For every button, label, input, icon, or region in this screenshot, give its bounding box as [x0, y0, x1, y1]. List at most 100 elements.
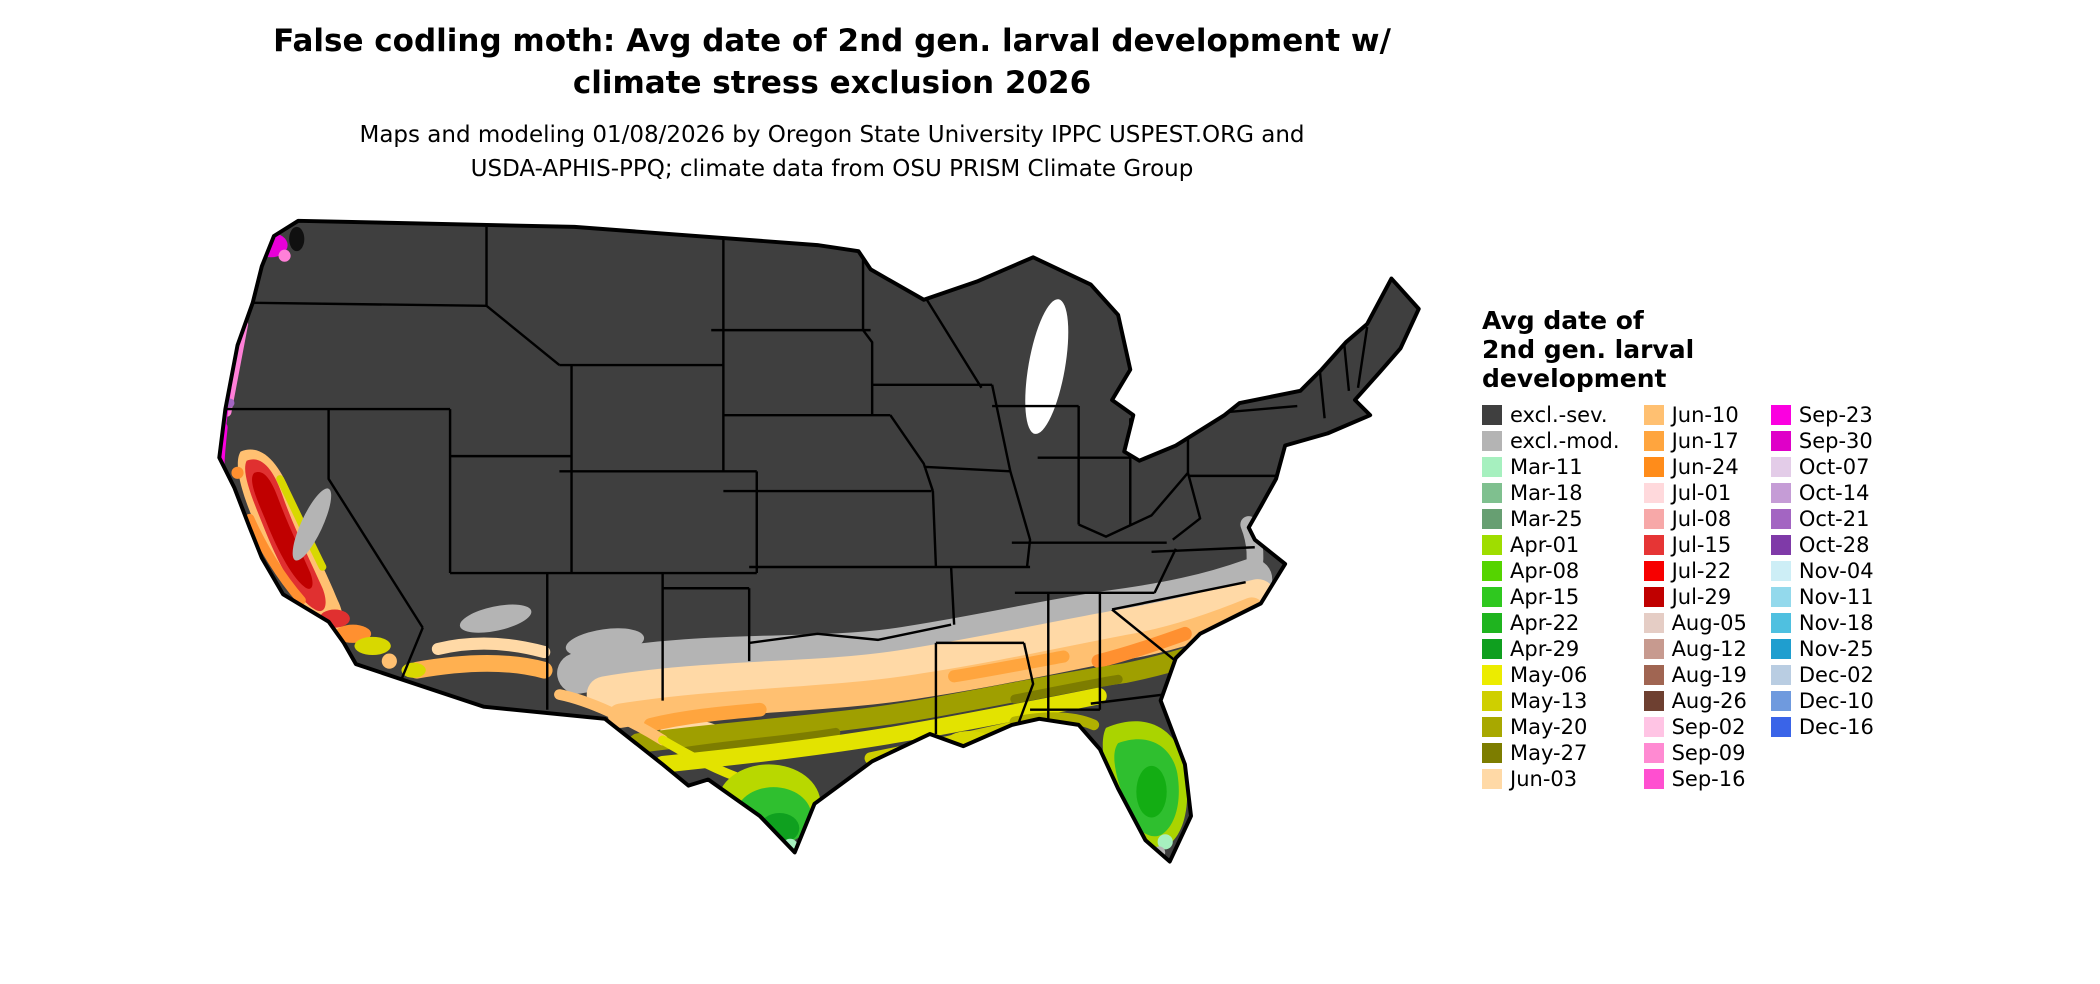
legend-swatch	[1643, 691, 1664, 711]
legend-label: Apr-08	[1510, 559, 1580, 583]
legend-swatch	[1482, 457, 1502, 477]
legend-item: Apr-22	[1482, 610, 1620, 636]
legend-item: May-13	[1482, 688, 1620, 714]
legend-label: Mar-18	[1510, 481, 1583, 505]
legend-title: Avg date of 2nd gen. larval development	[1482, 306, 1695, 393]
legend-item: Oct-28	[1770, 532, 1874, 558]
legend-label: Jun-03	[1510, 767, 1578, 791]
legend-label: Oct-07	[1798, 455, 1870, 479]
legend-item: Mar-11	[1482, 454, 1620, 480]
legend-item: Mar-25	[1482, 506, 1620, 532]
us-outline	[217, 218, 1421, 864]
legend-swatch	[1643, 587, 1664, 607]
legend-label: Nov-04	[1798, 559, 1874, 583]
legend-swatch	[1643, 509, 1664, 529]
legend-swatch	[1482, 509, 1502, 529]
legend-label: Nov-11	[1798, 585, 1874, 609]
state-boundaries	[225, 226, 1369, 734]
legend-item: Jun-03	[1482, 766, 1620, 792]
legend-label: Jul-08	[1671, 507, 1732, 531]
legend-swatch	[1643, 769, 1664, 789]
map-fill-layers	[219, 220, 1419, 862]
legend-label: Jun-10	[1671, 403, 1739, 427]
legend-swatch	[1643, 405, 1664, 425]
legend-item: Sep-16	[1643, 766, 1747, 792]
us-map	[217, 218, 1421, 864]
legend-label: Aug-26	[1671, 689, 1747, 713]
legend-item: Apr-29	[1482, 636, 1620, 662]
legend-item: Aug-05	[1643, 610, 1747, 636]
legend-swatch	[1643, 483, 1664, 503]
legend-item: Dec-16	[1770, 714, 1874, 740]
legend-item: Nov-25	[1770, 636, 1874, 662]
legend-label: Jul-15	[1671, 533, 1732, 557]
legend-item: Sep-23	[1770, 402, 1874, 428]
legend-swatch	[1482, 587, 1502, 607]
legend-swatch	[1770, 639, 1791, 659]
legend-label: Sep-09	[1671, 741, 1746, 765]
legend-swatch	[1770, 457, 1791, 477]
legend-label: May-06	[1510, 663, 1588, 687]
legend-swatch	[1770, 717, 1791, 737]
legend-item: May-06	[1482, 662, 1620, 688]
legend-label: Nov-18	[1798, 611, 1874, 635]
lake-michigan	[1025, 299, 1069, 434]
legend-label: Nov-25	[1798, 637, 1874, 661]
legend-label: excl.-sev.	[1510, 403, 1608, 427]
legend-label: Mar-11	[1510, 455, 1583, 479]
legend-swatch	[1643, 431, 1664, 451]
legend-label: Aug-12	[1671, 637, 1747, 661]
legend-label: Jul-29	[1671, 585, 1732, 609]
legend-swatch	[1482, 665, 1502, 685]
legend-item: May-27	[1482, 740, 1620, 766]
page-title: False codling moth: Avg date of 2nd gen.…	[273, 23, 1391, 101]
legend-item: Apr-15	[1482, 584, 1620, 610]
legend-swatch	[1770, 431, 1791, 451]
legend-label: Dec-10	[1798, 689, 1874, 713]
us-map-container	[195, 198, 1440, 980]
legend-swatch	[1770, 665, 1791, 685]
legend-label: Sep-02	[1671, 715, 1746, 739]
legend-label: Oct-14	[1798, 481, 1870, 505]
legend-swatch	[1770, 691, 1791, 711]
legend-label: Dec-16	[1798, 715, 1874, 739]
legend-column-2: Jun-10 Jun-17 Jun-24 Jul-01 Jul-08	[1643, 402, 1747, 792]
legend-swatch	[1482, 405, 1502, 425]
legend-label: Apr-01	[1510, 533, 1580, 557]
legend-item: Oct-14	[1770, 480, 1874, 506]
legend-label: Aug-19	[1671, 663, 1747, 687]
legend-swatch	[1482, 613, 1502, 633]
legend-swatch	[1643, 743, 1664, 763]
legend-item: Jul-29	[1643, 584, 1747, 610]
legend-swatch	[1482, 691, 1502, 711]
legend-item: Jul-01	[1643, 480, 1747, 506]
legend-item: Dec-02	[1770, 662, 1874, 688]
legend-label: May-20	[1510, 715, 1588, 739]
legend-swatch	[1643, 613, 1664, 633]
legend-item: Oct-07	[1770, 454, 1874, 480]
legend-label: Oct-28	[1798, 533, 1870, 557]
legend-item: Jun-17	[1643, 428, 1747, 454]
legend-item: Nov-11	[1770, 584, 1874, 610]
legend-swatch	[1482, 769, 1502, 789]
legend: excl.-sev. excl.-mod. Mar-11 Mar-18 Mar-…	[1482, 402, 1874, 792]
legend-item: Apr-08	[1482, 558, 1620, 584]
legend-item: excl.-mod.	[1482, 428, 1620, 454]
legend-label: Sep-16	[1671, 767, 1746, 791]
legend-swatch	[1482, 717, 1502, 737]
legend-item: excl.-sev.	[1482, 402, 1620, 428]
legend-label: May-27	[1510, 741, 1588, 765]
legend-label: Jul-22	[1671, 559, 1732, 583]
legend-label: Jun-17	[1671, 429, 1739, 453]
legend-item: Dec-10	[1770, 688, 1874, 714]
page-subtitle: Maps and modeling 01/08/2026 by Oregon S…	[359, 122, 1305, 182]
legend-swatch	[1482, 431, 1502, 451]
legend-item: Jul-15	[1643, 532, 1747, 558]
legend-item: Aug-26	[1643, 688, 1747, 714]
legend-swatch	[1643, 639, 1664, 659]
legend-swatch	[1770, 535, 1791, 555]
legend-column-1: excl.-sev. excl.-mod. Mar-11 Mar-18 Mar-…	[1482, 402, 1620, 792]
legend-swatch	[1482, 639, 1502, 659]
legend-swatch	[1643, 665, 1664, 685]
legend-item: Nov-18	[1770, 610, 1874, 636]
